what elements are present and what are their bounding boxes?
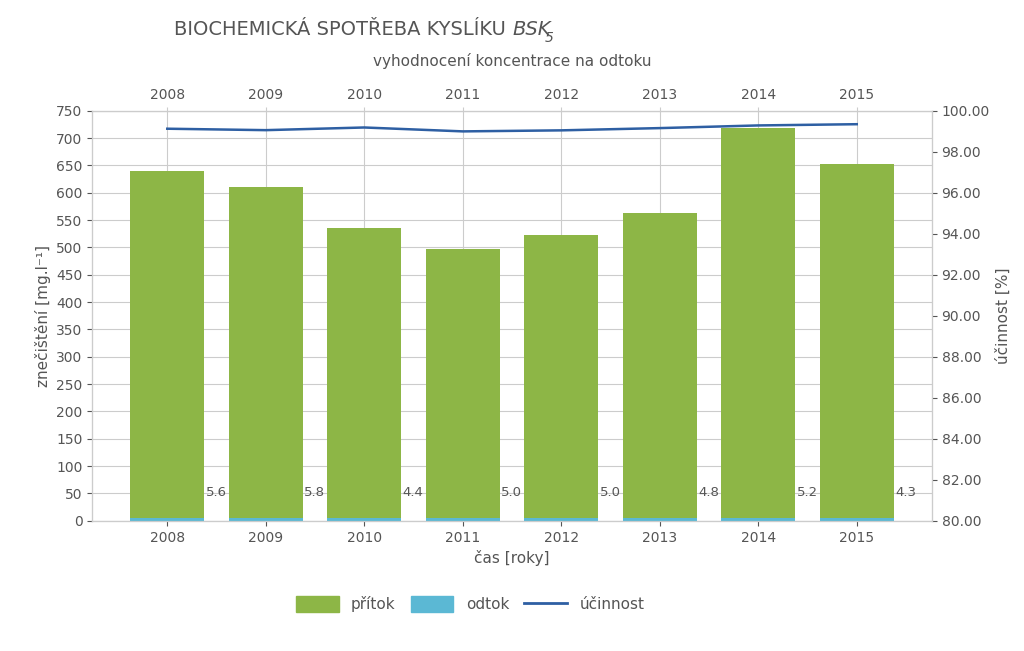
účinnost	[457, 128, 469, 135]
Text: 5.8: 5.8	[304, 486, 326, 499]
Bar	[820, 164, 894, 521]
Bar	[820, 518, 894, 521]
Bar	[328, 518, 401, 521]
Bar	[524, 518, 598, 521]
Text: 5.6: 5.6	[206, 486, 226, 499]
Bar	[721, 128, 796, 521]
účinnost	[851, 120, 863, 128]
Text: 5.0: 5.0	[501, 486, 522, 499]
účinnost	[653, 124, 666, 132]
Text: 5: 5	[545, 31, 554, 45]
Text: vyhodnocení koncentrace na odtoku: vyhodnocení koncentrace na odtoku	[373, 53, 651, 68]
X-axis label: čas [roky]: čas [roky]	[474, 550, 550, 566]
Bar	[328, 229, 401, 521]
Bar	[426, 249, 500, 521]
Bar	[623, 518, 696, 521]
Bar	[721, 518, 796, 521]
Text: 4.8: 4.8	[698, 486, 719, 499]
účinnost	[555, 126, 567, 134]
Y-axis label: účinnost [%]: účinnost [%]	[995, 268, 1011, 364]
Legend: přítok, odtok, účinnost: přítok, odtok, účinnost	[288, 589, 652, 620]
účinnost	[752, 122, 764, 130]
Text: BIOCHEMICKÁ SPOTŘEBA KYSLÍKU: BIOCHEMICKÁ SPOTŘEBA KYSLÍKU	[174, 20, 512, 39]
Y-axis label: znečištění [mg.l⁻¹]: znečištění [mg.l⁻¹]	[35, 245, 50, 387]
Text: BSK: BSK	[512, 20, 551, 39]
Bar	[426, 518, 500, 521]
účinnost	[260, 126, 272, 134]
Bar	[524, 236, 598, 521]
Bar	[228, 518, 303, 521]
účinnost	[358, 124, 371, 132]
Bar	[130, 518, 204, 521]
Bar	[228, 187, 303, 521]
Text: 5.0: 5.0	[600, 486, 621, 499]
Bar	[130, 171, 204, 521]
Text: 5.2: 5.2	[797, 486, 818, 499]
Line: účinnost: účinnost	[167, 124, 857, 132]
Text: 4.4: 4.4	[402, 486, 424, 499]
Bar	[623, 213, 696, 521]
Text: 4.3: 4.3	[895, 486, 916, 499]
účinnost	[161, 125, 173, 133]
